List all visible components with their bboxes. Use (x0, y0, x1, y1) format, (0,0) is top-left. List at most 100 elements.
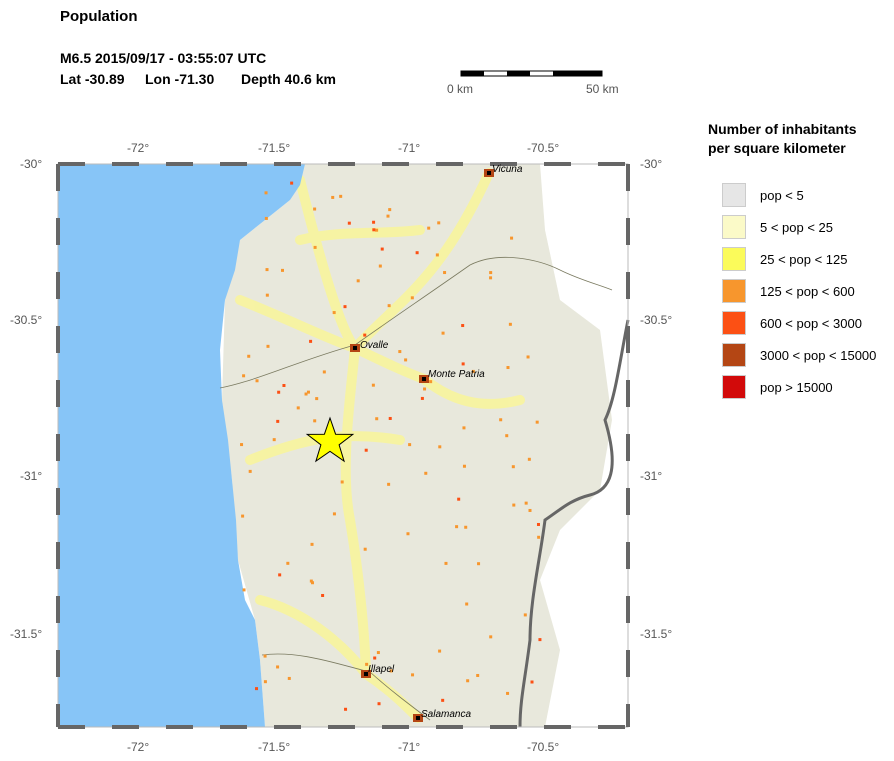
population-cell (290, 181, 294, 185)
lon-tick: -70.5° (527, 740, 560, 754)
legend-swatch (722, 183, 746, 207)
lat-tick: -31° (640, 469, 663, 483)
lat-tick: -30.5° (640, 313, 673, 327)
population-cell (365, 662, 369, 666)
population-cell (264, 191, 268, 195)
legend-item: 5 < pop < 25 (722, 214, 833, 240)
legend-label: 25 < pop < 125 (760, 251, 848, 267)
population-cell (310, 542, 314, 546)
population-cell (477, 562, 481, 566)
population-cell (313, 419, 317, 423)
event-lat: Lat -30.89 (60, 71, 125, 87)
population-cell (287, 676, 291, 680)
land-low-density (222, 164, 612, 727)
populated-corridor (295, 225, 425, 245)
legend-label: 125 < pop < 600 (760, 283, 855, 299)
population-cell (278, 573, 282, 577)
city-label: Vicuna (492, 164, 523, 175)
population-cell (240, 443, 244, 447)
population-cell (438, 445, 442, 449)
population-cell (506, 366, 510, 370)
population-cell (489, 276, 493, 280)
population-cell (387, 482, 391, 486)
population-cell (380, 247, 384, 251)
population-cell (508, 322, 512, 326)
population-cell (512, 503, 516, 507)
population-cell (427, 226, 431, 230)
lon-tick: -72° (127, 740, 150, 754)
population-cell (332, 311, 336, 315)
population-cell (438, 649, 442, 653)
lon-tick: -71.5° (258, 740, 291, 754)
population-cell (386, 214, 390, 218)
population-cell (461, 324, 465, 328)
population-cell (372, 228, 376, 232)
scale-bar (460, 70, 603, 77)
population-cell (388, 208, 392, 212)
population-cell (332, 512, 336, 516)
legend-label: 5 < pop < 25 (760, 219, 834, 235)
population-cell (471, 369, 475, 373)
legend-swatch (722, 247, 746, 271)
population-cell (247, 354, 251, 358)
population-cell (429, 380, 433, 384)
legend-item: 25 < pop < 125 (722, 246, 847, 272)
lon-tick: -71.5° (258, 141, 291, 155)
population-cell (462, 464, 466, 468)
city-marker-icon (487, 171, 491, 175)
epicenter-star-icon (305, 416, 355, 463)
population-cell (286, 561, 290, 565)
population-cell (264, 216, 268, 220)
legend-swatch (722, 279, 746, 303)
population-cell (331, 195, 335, 199)
lat-tick: -30.5° (10, 313, 43, 327)
population-cell (313, 245, 317, 249)
population-cell (322, 370, 326, 374)
figure-title: Population (60, 8, 138, 25)
populated-corridor (255, 595, 371, 679)
populated-corridor (350, 168, 494, 353)
population-cell (263, 680, 267, 684)
population-cell (375, 417, 379, 421)
population-cell (527, 457, 531, 461)
population-cell (344, 707, 348, 711)
population-cell (465, 602, 469, 606)
lon-tick: -71° (398, 740, 421, 754)
population-cell (373, 656, 377, 660)
lat-tick: -31.5° (640, 627, 673, 641)
legend-swatch (722, 375, 746, 399)
lat-tick: -31° (20, 469, 43, 483)
population-cell (255, 379, 259, 383)
population-cell (389, 669, 393, 673)
population-cell (242, 588, 246, 592)
population-cell (387, 304, 391, 308)
population-cell (441, 698, 445, 702)
legend-label: pop > 15000 (760, 379, 833, 395)
population-cell (371, 383, 375, 387)
city-marker-icon (422, 377, 426, 381)
population-cell (404, 358, 408, 362)
population-cell (457, 497, 461, 501)
city-marker-icon (353, 346, 357, 350)
population-cell (526, 355, 530, 359)
population-cell (296, 406, 300, 410)
legend-swatch (722, 215, 746, 239)
legend-label: pop < 5 (760, 187, 804, 203)
population-cell (311, 581, 315, 585)
population-cell (282, 384, 286, 387)
population-cell (538, 638, 542, 642)
lon-tick: -70.5° (527, 141, 560, 155)
population-cell (535, 420, 539, 424)
population-cell (461, 362, 465, 366)
population-cell (530, 680, 534, 684)
population-cell (375, 228, 379, 232)
legend-item: 3000 < pop < 15000 (722, 342, 876, 368)
country-border (518, 319, 630, 728)
population-cell (321, 593, 325, 597)
population-cell (528, 508, 532, 512)
population-cell (406, 532, 410, 536)
lat-tick: -31.5° (10, 627, 43, 641)
population-cell (309, 339, 313, 343)
